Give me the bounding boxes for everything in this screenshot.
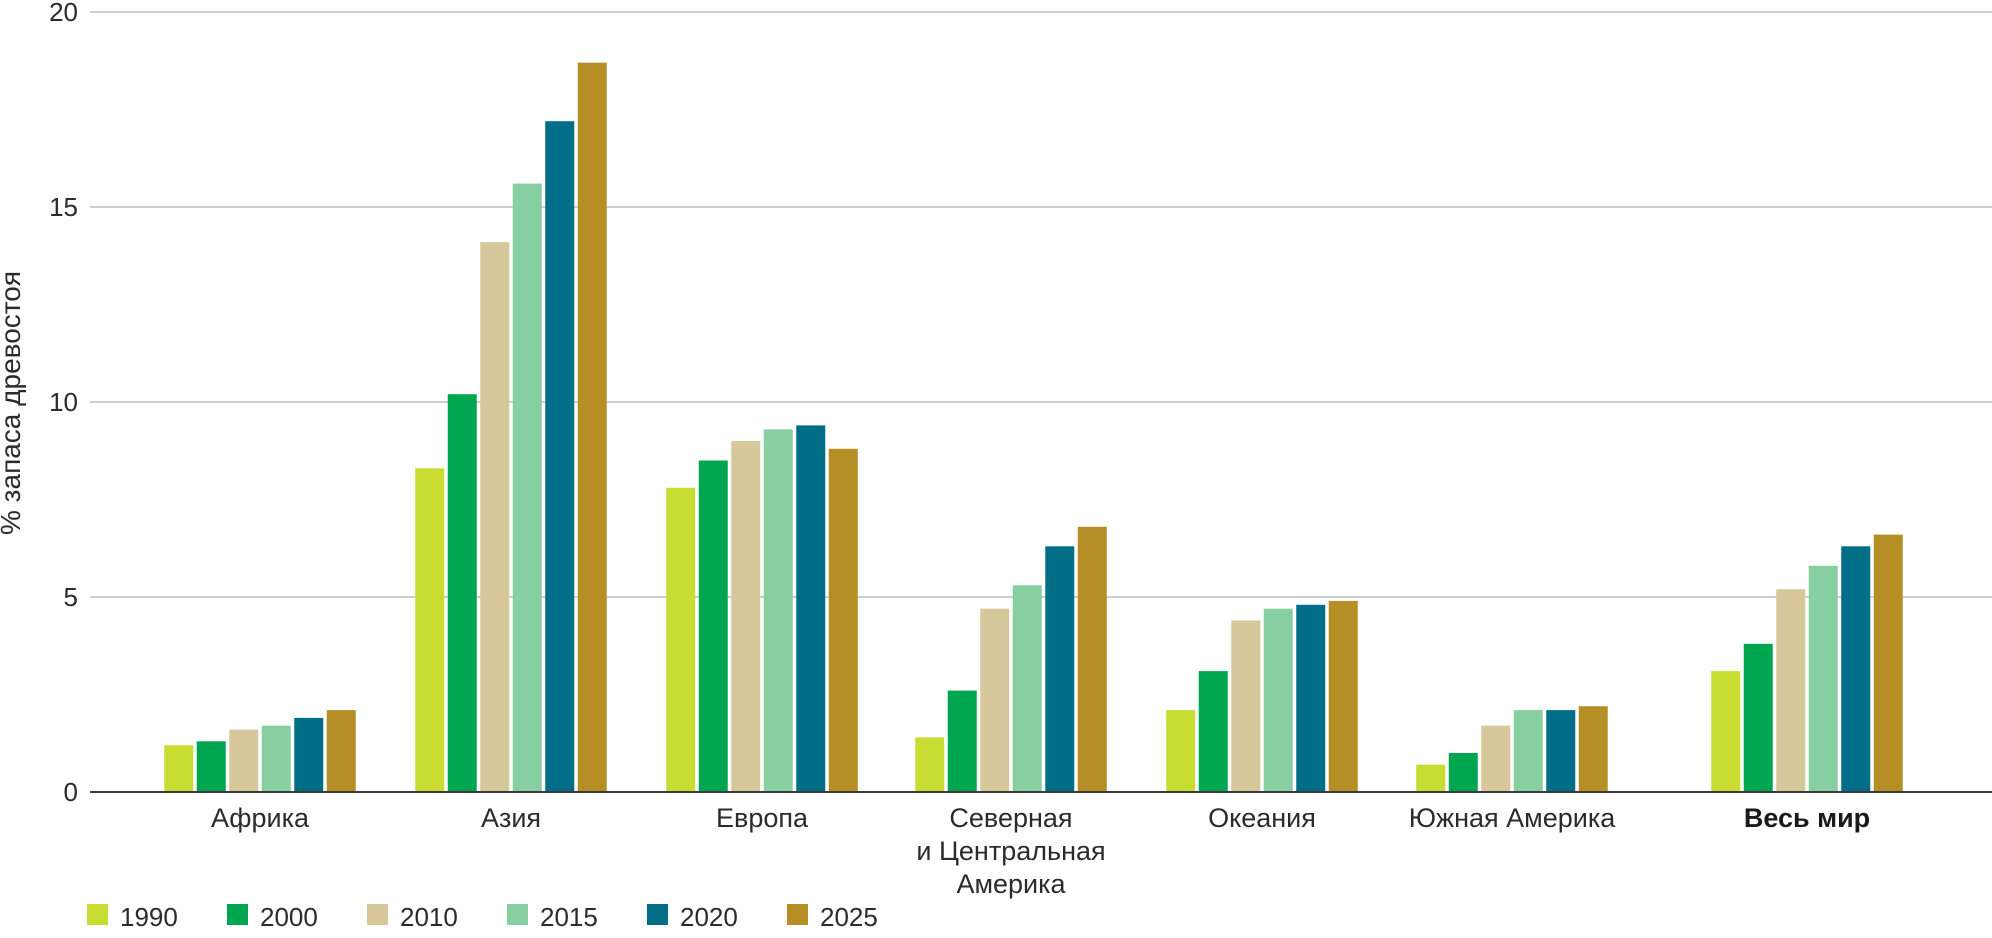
bar [1481, 725, 1511, 792]
x-category-label: Весь мир [1744, 803, 1870, 833]
legend-swatch [87, 904, 108, 925]
y-tick-label: 5 [64, 582, 78, 612]
x-category-label: Южная Америка [1409, 803, 1616, 833]
bar [1743, 643, 1773, 792]
bar [545, 121, 575, 792]
legend-label: 2020 [680, 902, 738, 932]
x-category-label: Европа [716, 803, 809, 833]
y-axis-title: % запаса древостоя [0, 271, 26, 535]
bar [164, 745, 194, 792]
bar [1045, 546, 1075, 792]
legend-label: 2025 [820, 902, 878, 932]
legend-swatch [227, 904, 248, 925]
legend-label: 2015 [540, 902, 598, 932]
bar [512, 183, 542, 793]
legend: 1990 2000 2010 2015 2020 2025 [87, 902, 878, 932]
legend-label: 1990 [120, 902, 178, 932]
x-category-label: Америка [956, 869, 1066, 899]
bar [229, 729, 259, 792]
bar [1808, 565, 1838, 792]
axes: 0 5 10 15 20 [49, 0, 1992, 807]
legend-swatch [507, 904, 528, 925]
y-tick-label: 10 [49, 387, 78, 417]
legend-swatch [787, 904, 808, 925]
bar [666, 487, 696, 792]
bar [763, 429, 793, 792]
bar [698, 460, 728, 792]
bar [1448, 753, 1478, 792]
x-category-label: Африка [211, 803, 310, 833]
bar [1263, 608, 1293, 792]
legend-swatch [647, 904, 668, 925]
bar [1328, 600, 1358, 792]
bar [1711, 671, 1741, 792]
bar [1416, 764, 1446, 792]
legend-label: 2010 [400, 902, 458, 932]
bar [1513, 710, 1543, 792]
legend-swatch [367, 904, 388, 925]
bar [1841, 546, 1871, 792]
x-category-label: Северная [949, 803, 1072, 833]
bar [1077, 526, 1107, 792]
bar [980, 608, 1010, 792]
y-tick-label: 20 [49, 0, 78, 27]
bar [447, 394, 477, 792]
y-tick-label: 15 [49, 192, 78, 222]
bar [828, 448, 858, 792]
bar [577, 62, 607, 792]
x-category-label: и Центральная [916, 836, 1105, 866]
gridlines [90, 11, 1992, 598]
bar [1873, 534, 1903, 792]
bar [1296, 604, 1326, 792]
bar [1198, 671, 1228, 792]
bar [261, 725, 291, 792]
bar [796, 425, 826, 792]
bar [326, 710, 356, 792]
bar [947, 690, 977, 792]
bar [731, 441, 761, 792]
bar [294, 717, 324, 792]
x-category-label: Океания [1208, 803, 1316, 833]
bar [415, 468, 445, 792]
bar [196, 741, 226, 792]
bars [164, 62, 1903, 793]
bar [1546, 710, 1576, 792]
bar [480, 242, 510, 793]
bar [1776, 589, 1806, 792]
bar [915, 737, 945, 792]
bar [1166, 710, 1196, 792]
legend-label: 2000 [260, 902, 318, 932]
bar [1578, 706, 1608, 792]
bar [1231, 620, 1261, 792]
bar [1012, 585, 1042, 792]
x-category-label: Азия [481, 803, 541, 833]
y-tick-label: 0 [64, 777, 78, 807]
